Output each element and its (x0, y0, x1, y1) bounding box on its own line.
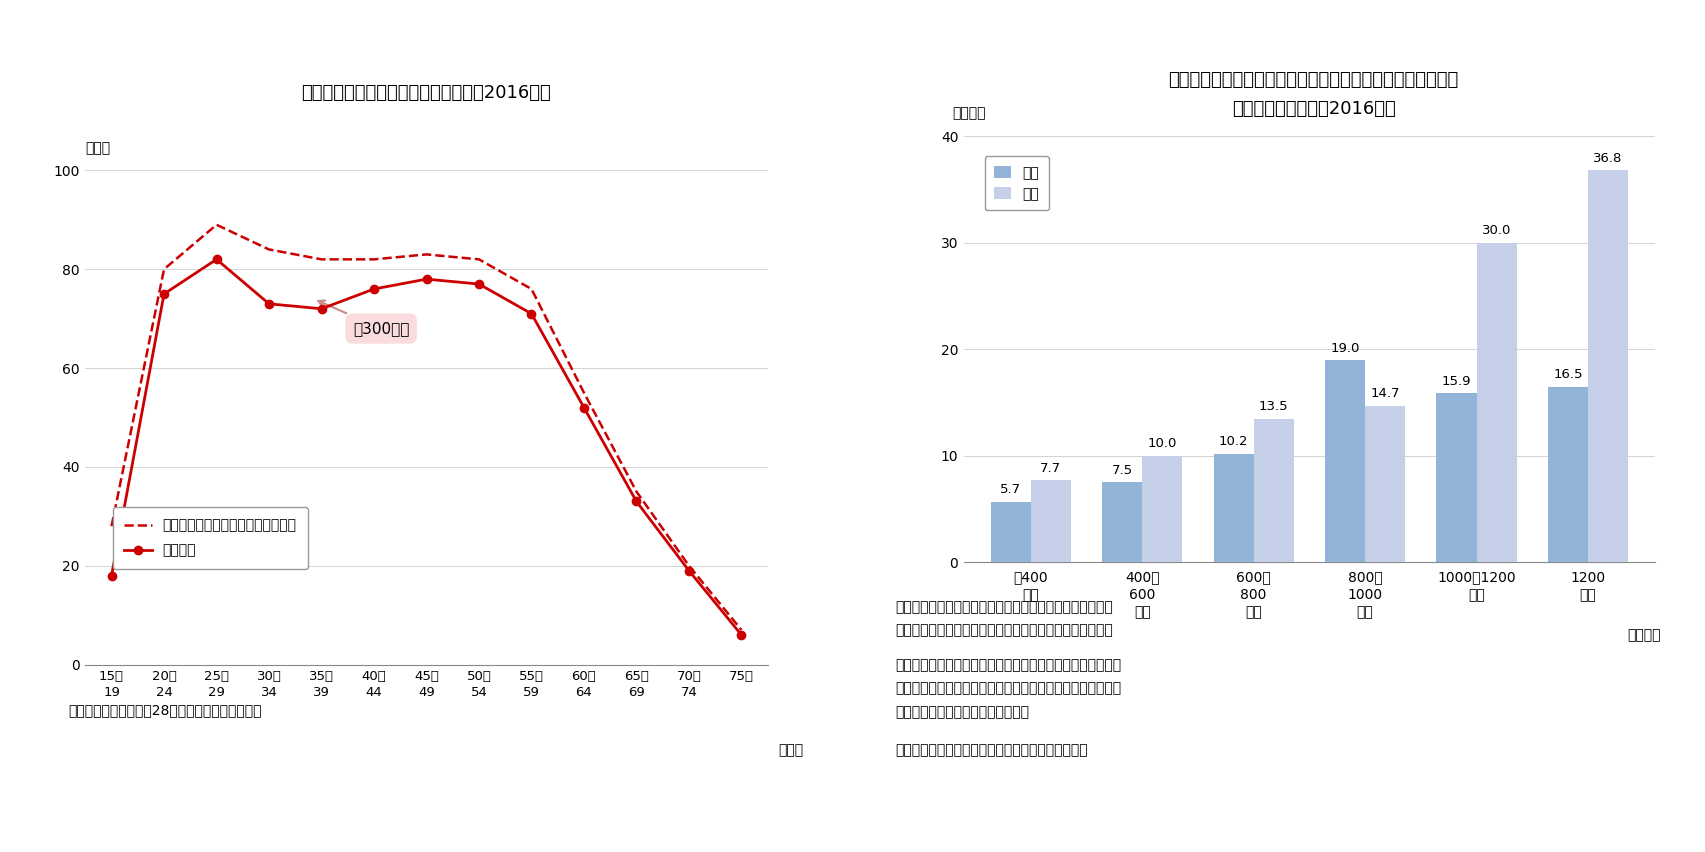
Text: 教育費で、学習塾や習い事等の費用が含まれる。: 教育費で、学習塾や習い事等の費用が含まれる。 (895, 624, 1113, 637)
Text: （注２）幼稚園就園率が半数を下回って減少傾向にある中、: （注２）幼稚園就園率が半数を下回って減少傾向にある中、 (895, 658, 1122, 671)
Bar (1212, 453, 1253, 562)
Text: （万円）: （万円） (1627, 629, 1659, 642)
Bar (1325, 360, 1364, 562)
Text: （資料）総務省「平成28年労働力調査」より作成: （資料）総務省「平成28年労働力調査」より作成 (68, 703, 261, 717)
Bar (1546, 387, 1587, 562)
Text: （歳）: （歳） (777, 744, 803, 757)
Text: 13.5: 13.5 (1258, 400, 1287, 413)
Bar (1030, 481, 1071, 562)
Text: 年間学校外活動費（2016年）: 年間学校外活動費（2016年） (1231, 100, 1395, 118)
Text: 約300万人: 約300万人 (319, 301, 409, 336)
Text: 図１　女性の労働力率と就業希望者（2016年）: 図１ 女性の労働力率と就業希望者（2016年） (302, 84, 551, 102)
Legend: 労働力率＋就業希望者の対人口割合, 労働力率: 労働力率＋就業希望者の対人口割合, 労働力率 (113, 507, 307, 568)
Text: 5.7: 5.7 (999, 483, 1021, 496)
Text: （注１）学校外活動費とは学校教育費と学校給食費以外の: （注１）学校外活動費とは学校教育費と学校給食費以外の (895, 601, 1113, 614)
Legend: 公立, 私立: 公立, 私立 (984, 156, 1049, 210)
Text: 図２　世帯年収別・学校区分別に見た幼児園児のいる世帯の: 図２ 世帯年収別・学校区分別に見た幼児園児のいる世帯の (1168, 72, 1458, 89)
Bar (1142, 456, 1182, 562)
Bar (1364, 406, 1405, 562)
Bar (991, 502, 1030, 562)
Text: 7.5: 7.5 (1112, 464, 1132, 477)
Text: 調査では把握していない。: 調査では把握していない。 (895, 705, 1030, 719)
Bar (1101, 482, 1142, 562)
Text: （資料）文部科学省「子供の学習費調査」より作成: （資料）文部科学省「子供の学習費調査」より作成 (895, 743, 1088, 757)
Text: 36.8: 36.8 (1592, 152, 1621, 165)
Text: 10.0: 10.0 (1147, 437, 1176, 451)
Text: 19.0: 19.0 (1330, 342, 1359, 354)
Text: 7.7: 7.7 (1040, 462, 1061, 475)
Text: 15.9: 15.9 (1441, 375, 1470, 388)
Text: （％）: （％） (85, 141, 111, 156)
Text: （万円）: （万円） (951, 106, 985, 120)
Bar (1587, 170, 1627, 562)
Bar (1253, 418, 1292, 562)
Bar (1436, 393, 1475, 562)
Bar (1475, 243, 1516, 562)
Text: 14.7: 14.7 (1369, 388, 1400, 400)
Text: 保育園児のいる世帯の状況も見たいところだが、同: 保育園児のいる世帯の状況も見たいところだが、同 (895, 682, 1122, 695)
Text: 16.5: 16.5 (1552, 368, 1582, 382)
Text: 30.0: 30.0 (1482, 224, 1511, 238)
Text: 10.2: 10.2 (1217, 435, 1248, 448)
